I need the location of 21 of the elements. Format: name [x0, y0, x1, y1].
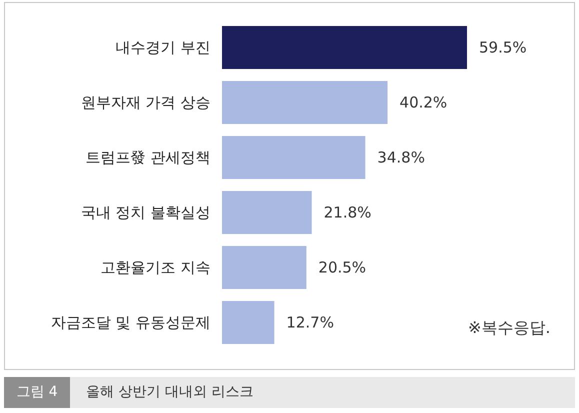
y-tick-label: 내수경기 부진 [116, 38, 210, 56]
bar [222, 246, 306, 289]
text: 올해 상반기 대내외 리스크 [86, 383, 254, 402]
caption: 그림 4 [4, 377, 70, 408]
bar [222, 136, 366, 179]
data-label: 12.7% [286, 314, 334, 332]
data-label: 59.5% [479, 38, 527, 56]
y-tick-label: 원부자재 가격 상승 [80, 94, 210, 112]
text: ※복수응답. [468, 318, 550, 339]
y-tick-label: 트럼프發 관세정책 [86, 148, 210, 166]
bar [222, 301, 274, 344]
bar [222, 26, 467, 69]
y-tick-label: 고환율기조 지속 [100, 258, 210, 276]
data-label: 20.5% [318, 258, 366, 276]
y-tick-label: 국내 정치 불확실성 [80, 204, 210, 222]
data-label: 21.8% [324, 204, 372, 222]
data-label: 34.8% [377, 148, 425, 166]
bar [222, 191, 312, 234]
data-label: 40.2% [400, 94, 448, 112]
y-tick-label: 자금조달 및 유동성문제 [50, 314, 210, 332]
bar [222, 81, 388, 124]
